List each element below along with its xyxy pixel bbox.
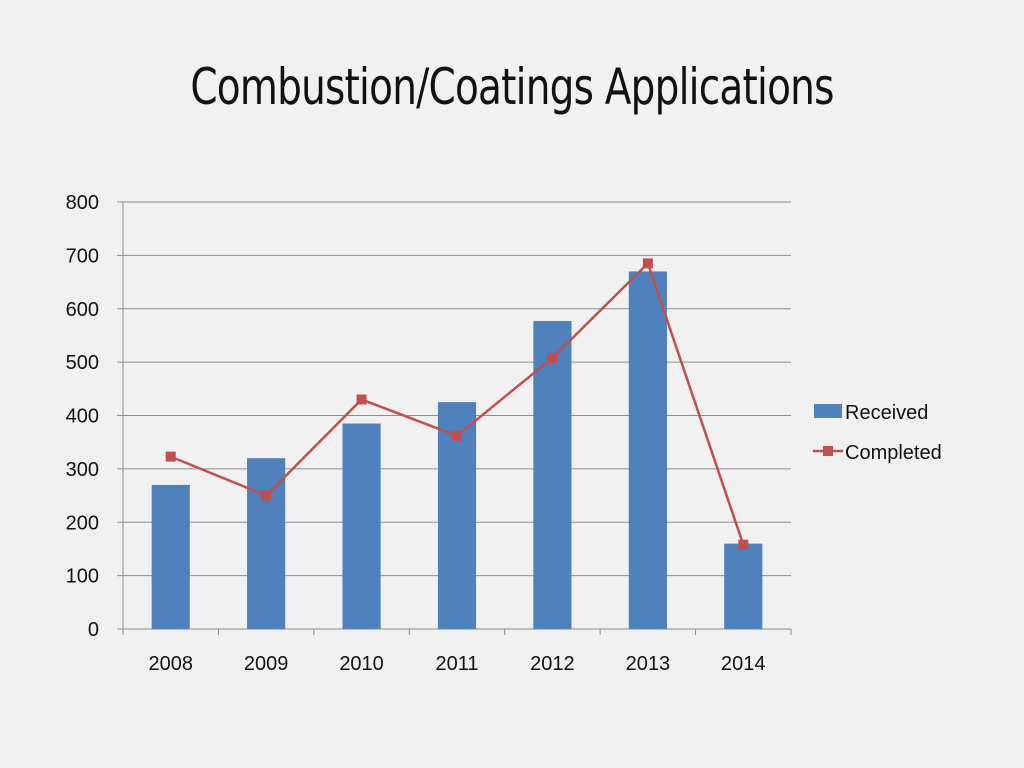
y-tick-label: 200 [66,512,99,534]
x-tick-label: 2014 [721,653,766,675]
point-completed [356,394,367,405]
y-tick-label: 100 [66,566,99,588]
legend-label-completed: Completed [845,442,942,464]
point-completed [738,539,749,550]
bar-received [533,321,572,629]
x-tick-label: 2010 [339,653,384,675]
x-tick-label: 2011 [435,653,478,675]
legend-swatch-received [814,404,842,418]
y-tick-label: 600 [66,299,99,321]
x-tick-label: 2009 [244,653,289,675]
x-tick-label: 2013 [626,653,671,675]
x-tick-label: 2012 [530,653,575,675]
y-tick-label: 400 [66,406,99,428]
x-tick-label: 2008 [148,653,193,675]
point-completed [261,490,272,501]
bar-received [247,458,286,629]
point-completed [547,352,558,363]
y-tick-label: 300 [66,459,99,481]
slide-title: Combustion/Coatings Applications [190,58,834,116]
bar-received [628,271,667,629]
legend-marker-completed [823,446,833,456]
point-completed [165,451,176,462]
point-completed [452,430,462,441]
y-tick-label: 0 [88,619,99,641]
bar-received [724,543,763,629]
y-tick-label: 800 [66,192,99,214]
bar-received [151,484,190,629]
legend-label-received: Received [845,402,928,424]
point-completed [642,258,653,269]
y-tick-label: 500 [66,352,99,374]
y-tick-label: 700 [66,245,99,267]
bar-received [342,423,381,629]
